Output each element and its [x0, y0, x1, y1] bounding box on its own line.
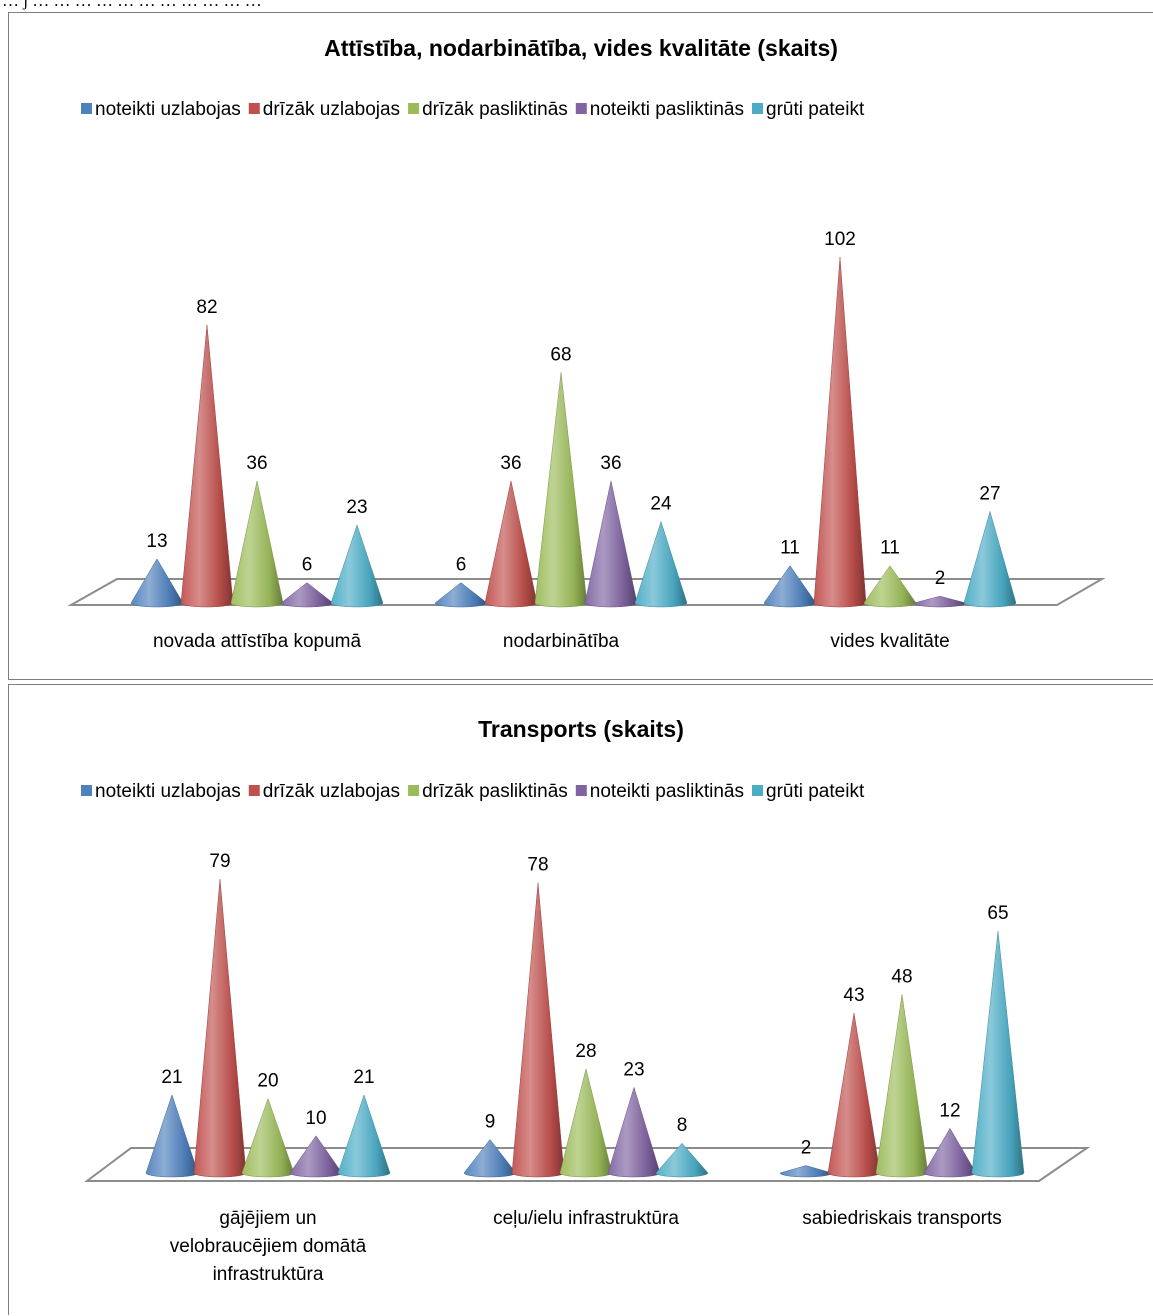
- chart1-data-label-nodarbinatiba-drizak-pasliktinas: 68: [550, 344, 571, 365]
- chart2-legend-label-drizak-uzlabojas: drīzāk uzlabojas: [263, 781, 400, 802]
- chart2-cone-gajejiem-un-velobraucejiem-domata-infrastruktura-drizak-pasliktinas: [241, 1097, 295, 1178]
- chart2-cone-celu-ielu-infrastruktura-gruti-pateikt: [655, 1142, 709, 1178]
- chart1-legend-swatch-gruti-pateikt: [752, 103, 763, 114]
- chart-development: Attīstība, nodarbinātība, vides kvalitāt…: [8, 12, 1153, 680]
- chart2-legend-label-drizak-pasliktinas: drīzāk pasliktinās: [422, 781, 568, 802]
- chart1-data-label-nodarbinatiba-noteikti-pasliktinas: 36: [600, 453, 621, 474]
- chart-development-svg: Attīstība, nodarbinātība, vides kvalitāt…: [67, 35, 1106, 652]
- chart1-data-label-vides-kvalitate-drizak-pasliktinas: 11: [880, 538, 900, 559]
- chart1-cone-novada-attistiba-kopuma-drizak-uzlabojas: [180, 324, 234, 608]
- chart2-data-label-celu-ielu-infrastruktura-drizak-pasliktinas: 28: [575, 1041, 596, 1062]
- chart2-data-label-celu-ielu-infrastruktura-drizak-uzlabojas: 78: [527, 855, 548, 876]
- chart2-legend-swatch-noteikti-uzlabojas: [81, 785, 92, 796]
- chart2-category-label-1: gājējiem un velobraucējiem domātā infrastr…: [170, 1208, 367, 1285]
- chart2-category-label-3: sabiedriskais transports: [802, 1208, 1002, 1229]
- chart2-cone-gajejiem-un-velobraucejiem-domata-infrastruktura-drizak-uzlabojas: [193, 878, 247, 1178]
- chart1-data-label-novada-attistiba-kopuma-drizak-uzlabojas: 82: [196, 297, 217, 318]
- chart2-cone-celu-ielu-infrastruktura-noteikti-pasliktinas: [607, 1086, 661, 1178]
- chart1-cone-novada-attistiba-kopuma-drizak-pasliktinas: [230, 480, 284, 608]
- chart2-legend-swatch-gruti-pateikt: [752, 785, 763, 796]
- chart1-data-label-novada-attistiba-kopuma-noteikti-pasliktinas: 6: [302, 555, 313, 576]
- chart2-data-label-sabiedriskais-transports-drizak-uzlabojas: 43: [843, 985, 864, 1006]
- chart1-data-label-nodarbinatiba-drizak-uzlabojas: 36: [500, 453, 521, 474]
- chart1-category-label-1: novada attīstība kopumā: [153, 631, 362, 652]
- chart1-legend-swatch-drizak-uzlabojas: [248, 103, 260, 114]
- chart2-legend: noteikti uzlabojas drīzāk uzlabojas drīzāk…: [81, 781, 865, 802]
- chart2-cone-celu-ielu-infrastruktura-drizak-uzlabojas: [511, 882, 565, 1178]
- chart1-data-label-vides-kvalitate-gruti-pateikt: 27: [979, 483, 1000, 504]
- chart1-data-label-novada-attistiba-kopuma-gruti-pateikt: 23: [346, 497, 367, 518]
- chart1-cone-nodarbinatiba-noteikti-pasliktinas: [584, 480, 638, 608]
- chart2-data-label-sabiedriskais-transports-gruti-pateikt: 65: [987, 903, 1008, 924]
- chart1-data-label-vides-kvalitate-drizak-uzlabojas: 102: [824, 229, 856, 250]
- chart1-legend: noteikti uzlabojas drīzāk uzlabojas drīzāk…: [81, 99, 865, 120]
- chart1-data-label-vides-kvalitate-noteikti-pasliktinas: 2: [935, 568, 946, 589]
- chart2-legend-swatch-drizak-uzlabojas: [248, 785, 260, 796]
- chart1-data-label-nodarbinatiba-gruti-pateikt: 24: [650, 494, 672, 515]
- chart1-legend-swatch-drizak-pasliktinas: [408, 103, 420, 114]
- chart2-legend-swatch-drizak-pasliktinas: [408, 785, 420, 796]
- chart2-data-label-celu-ielu-infrastruktura-noteikti-uzlabojas: 9: [485, 1112, 496, 1133]
- chart1-cone-nodarbinatiba-drizak-pasliktinas: [534, 372, 588, 608]
- chart-transport: Transports (skaits) noteikti uzlabojas drī…: [8, 684, 1153, 1315]
- chart1-cone-nodarbinatiba-gruti-pateikt: [634, 520, 688, 608]
- chart2-cone-gajejiem-un-velobraucejiem-domata-infrastruktura-noteikti-uzlabojas: [145, 1094, 199, 1178]
- chart2-cone-sabiedriskais-transports-drizak-uzlabojas: [827, 1012, 881, 1178]
- chart1-legend-swatch-noteikti-pasliktinas: [575, 103, 587, 114]
- chart2-legend-label-noteikti-uzlabojas: noteikti uzlabojas: [95, 781, 241, 802]
- chart2-title: Transports (skaits): [478, 716, 684, 742]
- chart2-legend-label-gruti-pateikt: grūti pateikt: [766, 781, 865, 802]
- chart1-data-label-vides-kvalitate-noteikti-uzlabojas: 11: [780, 538, 800, 559]
- chart1-title: Attīstība, nodarbinātība, vides kvalitāt…: [324, 35, 838, 61]
- chart1-legend-label-drizak-pasliktinas: drīzāk pasliktinās: [422, 99, 568, 120]
- chart1-legend-label-gruti-pateikt: grūti pateikt: [766, 99, 865, 120]
- chart2-cone-sabiedriskais-transports-drizak-pasliktinas: [875, 994, 929, 1178]
- chart1-cone-vides-kvalitate-drizak-uzlabojas: [813, 256, 867, 608]
- document-text-fragment: … j … … … … … … … … … … …: [2, 0, 262, 10]
- chart2-data-label-celu-ielu-infrastruktura-gruti-pateikt: 8: [677, 1115, 688, 1136]
- chart2-legend-label-noteikti-pasliktinas: noteikti pasliktinās: [590, 781, 744, 802]
- chart2-data-label-sabiedriskais-transports-drizak-pasliktinas: 48: [891, 966, 912, 987]
- chart2-data-label-gajejiem-un-velobraucejiem-domata-infrastruktura-drizak-uzlabojas: 79: [209, 851, 230, 872]
- chart2-data-label-celu-ielu-infrastruktura-noteikti-pasliktinas: 23: [623, 1059, 644, 1080]
- chart1-cone-nodarbinatiba-drizak-uzlabojas: [484, 480, 538, 608]
- chart2-data-label-sabiedriskais-transports-noteikti-uzlabojas: 2: [801, 1138, 812, 1159]
- chart2-cone-gajejiem-un-velobraucejiem-domata-infrastruktura-gruti-pateikt: [337, 1094, 391, 1178]
- chart1-cone-novada-attistiba-kopuma-gruti-pateikt: [330, 524, 384, 608]
- chart2-data-label-sabiedriskais-transports-noteikti-pasliktinas: 12: [939, 1100, 960, 1121]
- chart2-legend-swatch-noteikti-pasliktinas: [575, 785, 587, 796]
- chart2-data-label-gajejiem-un-velobraucejiem-domata-infrastruktura-gruti-pateikt: 21: [353, 1067, 374, 1088]
- chart1-legend-swatch-noteikti-uzlabojas: [81, 103, 92, 114]
- chart1-legend-label-noteikti-uzlabojas: noteikti uzlabojas: [95, 99, 241, 120]
- chart1-category-label-2: nodarbinātība: [503, 631, 620, 652]
- chart-transport-svg: Transports (skaits) noteikti uzlabojas drī…: [81, 716, 1091, 1285]
- chart2-data-label-gajejiem-un-velobraucejiem-domata-infrastruktura-noteikti-pasliktinas: 10: [305, 1108, 326, 1129]
- chart1-cone-vides-kvalitate-gruti-pateikt: [963, 510, 1017, 608]
- chart2-category-label-2: ceļu/ielu infrastruktūra: [493, 1208, 679, 1229]
- chart1-data-label-nodarbinatiba-noteikti-uzlabojas: 6: [456, 555, 467, 576]
- chart1-legend-label-drizak-uzlabojas: drīzāk uzlabojas: [263, 99, 400, 120]
- chart2-data-label-gajejiem-un-velobraucejiem-domata-infrastruktura-noteikti-uzlabojas: 21: [161, 1067, 182, 1088]
- chart1-legend-label-noteikti-pasliktinas: noteikti pasliktinās: [590, 99, 744, 120]
- chart1-data-label-novada-attistiba-kopuma-drizak-pasliktinas: 36: [246, 453, 267, 474]
- chart1-category-label-3: vides kvalitāte: [830, 631, 949, 652]
- chart2-cone-sabiedriskais-transports-gruti-pateikt: [971, 931, 1025, 1178]
- chart1-data-label-novada-attistiba-kopuma-noteikti-uzlabojas: 13: [146, 531, 167, 552]
- chart2-cone-celu-ielu-infrastruktura-drizak-pasliktinas: [559, 1068, 613, 1178]
- chart2-data-label-gajejiem-un-velobraucejiem-domata-infrastruktura-drizak-pasliktinas: 20: [257, 1071, 278, 1092]
